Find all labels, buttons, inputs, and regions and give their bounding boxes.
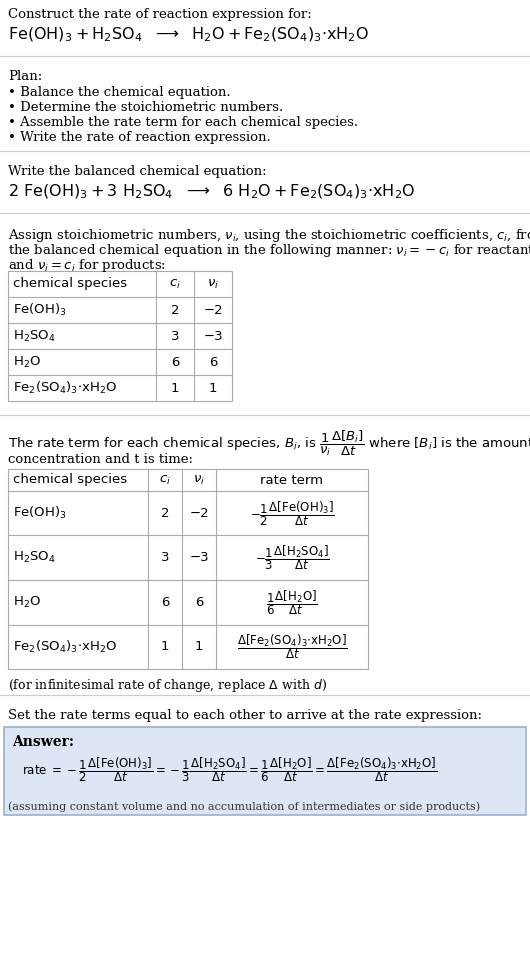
Text: $\nu_i$: $\nu_i$ — [207, 277, 219, 290]
Text: Plan:: Plan: — [8, 70, 42, 83]
Text: $-\dfrac{1}{3}\dfrac{\Delta[\mathrm{H_2SO_4}]}{\Delta t}$: $-\dfrac{1}{3}\dfrac{\Delta[\mathrm{H_2S… — [254, 543, 330, 572]
Text: $\mathrm{Fe_2(SO_4)_3{\cdot}xH_2O}$: $\mathrm{Fe_2(SO_4)_3{\cdot}xH_2O}$ — [13, 639, 117, 655]
Text: $\mathrm{H_2O}$: $\mathrm{H_2O}$ — [13, 595, 41, 610]
Text: Answer:: Answer: — [12, 735, 74, 749]
Text: $c_i$: $c_i$ — [159, 473, 171, 486]
Text: $c_i$: $c_i$ — [169, 277, 181, 290]
Text: (assuming constant volume and no accumulation of intermediates or side products): (assuming constant volume and no accumul… — [8, 801, 480, 811]
Text: $\dfrac{\Delta[\mathrm{Fe_2(SO_4)_3{\cdot}xH_2O}]}{\Delta t}$: $\dfrac{\Delta[\mathrm{Fe_2(SO_4)_3{\cdo… — [237, 632, 347, 662]
Text: • Balance the chemical equation.: • Balance the chemical equation. — [8, 86, 231, 99]
Text: $\mathrm{H_2SO_4}$: $\mathrm{H_2SO_4}$ — [13, 550, 56, 565]
Text: 1: 1 — [161, 640, 169, 654]
Text: rate $= -\dfrac{1}{2}\dfrac{\Delta[\mathrm{Fe(OH)_3}]}{\Delta t}= -\dfrac{1}{3}\: rate $= -\dfrac{1}{2}\dfrac{\Delta[\math… — [22, 755, 437, 784]
Text: 1: 1 — [209, 381, 217, 395]
Text: 1: 1 — [171, 381, 179, 395]
Text: −2: −2 — [189, 507, 209, 519]
Text: $\mathrm{Fe_2(SO_4)_3{\cdot}xH_2O}$: $\mathrm{Fe_2(SO_4)_3{\cdot}xH_2O}$ — [13, 380, 117, 396]
Text: −3: −3 — [189, 551, 209, 564]
Text: chemical species: chemical species — [13, 473, 127, 486]
Text: • Assemble the rate term for each chemical species.: • Assemble the rate term for each chemic… — [8, 116, 358, 129]
Text: $\mathrm{Fe(OH)_3}$: $\mathrm{Fe(OH)_3}$ — [13, 302, 67, 318]
Text: $\mathrm{Fe(OH)_3}$: $\mathrm{Fe(OH)_3}$ — [13, 506, 67, 521]
Text: −2: −2 — [203, 304, 223, 317]
Text: $\mathrm{H_2O}$: $\mathrm{H_2O}$ — [13, 355, 41, 369]
Text: the balanced chemical equation in the following manner: $\nu_i = -c_i$ for react: the balanced chemical equation in the fo… — [8, 242, 530, 259]
Text: 2: 2 — [171, 304, 179, 317]
Text: • Determine the stoichiometric numbers.: • Determine the stoichiometric numbers. — [8, 101, 283, 114]
Text: 3: 3 — [171, 329, 179, 342]
Text: • Write the rate of reaction expression.: • Write the rate of reaction expression. — [8, 131, 271, 144]
FancyBboxPatch shape — [4, 727, 526, 815]
Text: rate term: rate term — [261, 473, 323, 486]
Text: Set the rate terms equal to each other to arrive at the rate expression:: Set the rate terms equal to each other t… — [8, 709, 482, 722]
Text: $\nu_i$: $\nu_i$ — [193, 473, 205, 486]
Text: $\mathrm{Fe(OH)_3 + H_2SO_4\ \ \longrightarrow\ \ H_2O + Fe_2(SO_4)_3{\cdot}xH_2: $\mathrm{Fe(OH)_3 + H_2SO_4\ \ \longrigh… — [8, 26, 369, 44]
Text: The rate term for each chemical species, $B_i$, is $\dfrac{1}{\nu_i}\dfrac{\Delt: The rate term for each chemical species,… — [8, 429, 530, 459]
Text: concentration and t is time:: concentration and t is time: — [8, 453, 193, 466]
Text: 6: 6 — [161, 596, 169, 609]
Text: $-\dfrac{1}{2}\dfrac{\Delta[\mathrm{Fe(OH)_3}]}{\Delta t}$: $-\dfrac{1}{2}\dfrac{\Delta[\mathrm{Fe(O… — [250, 499, 334, 527]
Text: −3: −3 — [203, 329, 223, 342]
Bar — [8, 469, 368, 669]
Text: 3: 3 — [161, 551, 169, 564]
Text: 2: 2 — [161, 507, 169, 519]
Text: 6: 6 — [209, 356, 217, 368]
Text: $\dfrac{1}{6}\dfrac{\Delta[\mathrm{H_2O}]}{\Delta t}$: $\dfrac{1}{6}\dfrac{\Delta[\mathrm{H_2O}… — [266, 588, 318, 616]
Text: Write the balanced chemical equation:: Write the balanced chemical equation: — [8, 165, 267, 178]
Text: and $\nu_i = c_i$ for products:: and $\nu_i = c_i$ for products: — [8, 257, 166, 274]
Text: Construct the rate of reaction expression for:: Construct the rate of reaction expressio… — [8, 8, 312, 21]
Bar — [8, 271, 232, 401]
Text: 6: 6 — [171, 356, 179, 368]
Text: 1: 1 — [195, 640, 203, 654]
Text: chemical species: chemical species — [13, 277, 127, 290]
Text: $\mathrm{H_2SO_4}$: $\mathrm{H_2SO_4}$ — [13, 328, 56, 344]
Text: $\mathrm{2\ Fe(OH)_3 + 3\ H_2SO_4\ \ \longrightarrow\ \ 6\ H_2O + Fe_2(SO_4)_3{\: $\mathrm{2\ Fe(OH)_3 + 3\ H_2SO_4\ \ \lo… — [8, 183, 416, 202]
Text: (for infinitesimal rate of change, replace $\Delta$ with $d$): (for infinitesimal rate of change, repla… — [8, 677, 327, 694]
Text: 6: 6 — [195, 596, 203, 609]
Text: Assign stoichiometric numbers, $\nu_i$, using the stoichiometric coefficients, $: Assign stoichiometric numbers, $\nu_i$, … — [8, 227, 530, 244]
